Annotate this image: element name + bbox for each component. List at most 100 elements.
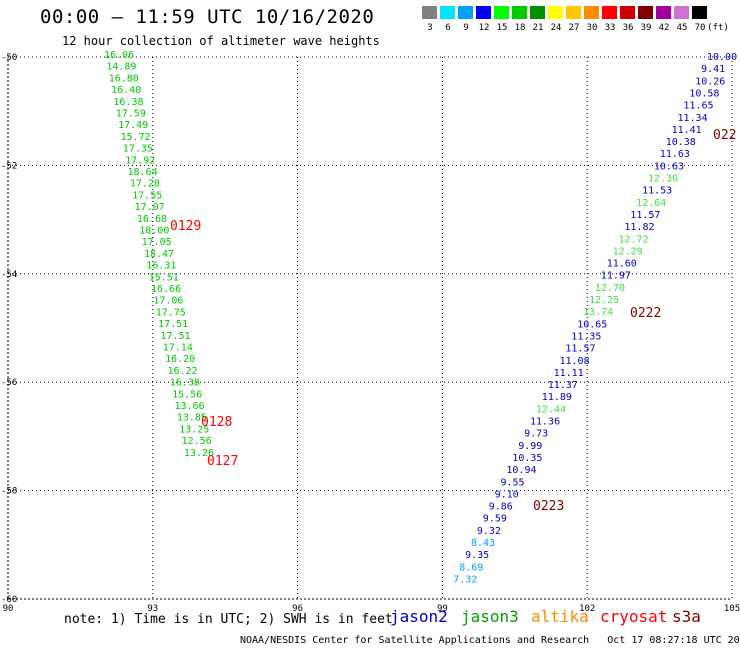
footnote: note: 1) Time is in UTC; 2) SWH is in fe… <box>64 612 393 627</box>
swh-value: 11.11 <box>554 368 584 379</box>
lat-tick-label: -60 <box>1 595 17 605</box>
swh-value: 11.08 <box>560 356 590 367</box>
legend-label: 6 <box>445 23 451 33</box>
swh-value: 9.55 <box>501 477 525 488</box>
swh-value: 16.80 <box>109 73 139 84</box>
swh-value: 13.66 <box>175 401 205 412</box>
legend-label: 27 <box>568 23 580 33</box>
legend-label: 70 <box>694 23 706 33</box>
swh-value: 17.51 <box>158 319 188 330</box>
swh-value: 18.47 <box>144 249 174 260</box>
swh-value: 10.63 <box>654 161 684 172</box>
swh-value: 9.32 <box>477 526 501 537</box>
swh-value: 10.58 <box>689 88 719 99</box>
legend-label: 9 <box>463 23 469 33</box>
legend-swatch <box>440 6 455 19</box>
swh-value: 17.20 <box>130 179 160 190</box>
swh-value: 10.94 <box>506 465 536 476</box>
swh-value: 17.49 <box>118 120 148 131</box>
swh-value: 9.41 <box>701 64 725 75</box>
legend-label: 42 <box>658 23 670 33</box>
pass-time-label: 0127 <box>207 454 238 469</box>
satellite-jason2: jason2 <box>390 607 448 626</box>
swh-value: 11.34 <box>678 113 708 124</box>
swh-value: 12.44 <box>536 404 566 415</box>
legend-swatch <box>584 6 599 19</box>
swh-value: 12.56 <box>182 436 212 447</box>
swh-value: 9.10 <box>495 489 519 500</box>
swh-value: 17.55 <box>132 190 162 201</box>
legend-swatch <box>656 6 671 19</box>
swh-value: 10.38 <box>666 137 696 148</box>
satellite-jason3: jason3 <box>461 607 519 626</box>
swh-value: 16.38 <box>113 97 143 108</box>
swh-value: 16.20 <box>165 354 195 365</box>
legend-label: 18 <box>514 23 526 33</box>
swh-value: 17.59 <box>116 109 146 120</box>
swh-value: 15.51 <box>149 272 179 283</box>
swh-value: 12.72 <box>619 234 649 245</box>
lon-tick-label: 93 <box>147 604 158 614</box>
legend-label: 15 <box>496 23 508 33</box>
pass-time-label: 0222 <box>630 306 661 321</box>
legend-label: 3 <box>427 23 433 33</box>
legend-swatch <box>458 6 473 19</box>
page-title: 00:00 – 11:59 UTC 10/16/2020 <box>40 6 375 28</box>
subtitle: 12 hour collection of altimeter wave hei… <box>62 34 380 48</box>
swh-value: 13.26 <box>184 448 214 459</box>
lon-tick-label: 90 <box>3 604 14 614</box>
swh-value: 11.35 <box>571 331 601 342</box>
pass-time-label: 0223 <box>533 499 564 514</box>
swh-value: 18.00 <box>139 226 169 237</box>
swh-value: 10.35 <box>512 453 542 464</box>
pass-time-label: 022 <box>713 128 736 143</box>
legend-swatch <box>476 6 491 19</box>
swh-value: 14.89 <box>106 62 136 73</box>
legend-swatch <box>602 6 617 19</box>
satellite-cryosat: cryosat <box>600 607 668 626</box>
swh-value: 8.69 <box>459 562 483 573</box>
altimeter-tracks: 16.0614.8916.8016.4016.3817.5917.4915.72… <box>104 50 737 585</box>
swh-value: 11.53 <box>642 186 672 197</box>
legend-unit: (ft) <box>707 23 729 33</box>
legend-label: 24 <box>550 23 562 33</box>
legend-label: 39 <box>640 23 652 33</box>
lat-tick-label: -50 <box>1 53 17 63</box>
swh-value: 9.59 <box>483 514 507 525</box>
swh-value: 10.00 <box>707 52 737 63</box>
lon-tick-label: 105 <box>724 604 740 614</box>
swh-value: 11.36 <box>530 417 560 428</box>
legend-swatch <box>512 6 527 19</box>
swh-value: 11.89 <box>542 392 572 403</box>
swh-value: 17.35 <box>123 144 153 155</box>
swh-value: 12.70 <box>595 283 625 294</box>
swh-value: 9.99 <box>518 441 542 452</box>
swh-value: 16.31 <box>146 261 176 272</box>
swh-value: 16.06 <box>104 50 134 61</box>
swh-value: 16.22 <box>167 366 197 377</box>
swh-value: 11.57 <box>565 344 595 355</box>
swh-value: 12.30 <box>648 174 678 185</box>
swh-value: 15.72 <box>120 132 150 143</box>
lat-tick-label: -56 <box>1 378 17 388</box>
lon-tick-label: 96 <box>292 604 303 614</box>
swh-value: 10.65 <box>577 319 607 330</box>
swh-value: 15.56 <box>172 389 202 400</box>
legend-swatch <box>674 6 689 19</box>
swh-value: 11.37 <box>548 380 578 391</box>
lat-tick-label: -52 <box>1 161 17 171</box>
lon-tick-label: 102 <box>579 604 595 614</box>
swh-value: 10.26 <box>695 76 725 87</box>
lon-tick-label: 99 <box>437 604 448 614</box>
swh-value: 16.66 <box>151 284 181 295</box>
swh-value: 17.75 <box>156 307 186 318</box>
swh-value: 13.85 <box>177 413 207 424</box>
swh-value: 17.14 <box>163 343 193 354</box>
swh-value: 11.41 <box>672 125 702 136</box>
swh-value: 16.40 <box>111 85 141 96</box>
satellite-s3a: s3a <box>672 607 701 626</box>
swh-value: 7.32 <box>453 574 477 585</box>
legend-swatch <box>638 6 653 19</box>
swh-value: 9.86 <box>489 502 513 513</box>
swh-value: 11.63 <box>660 149 690 160</box>
